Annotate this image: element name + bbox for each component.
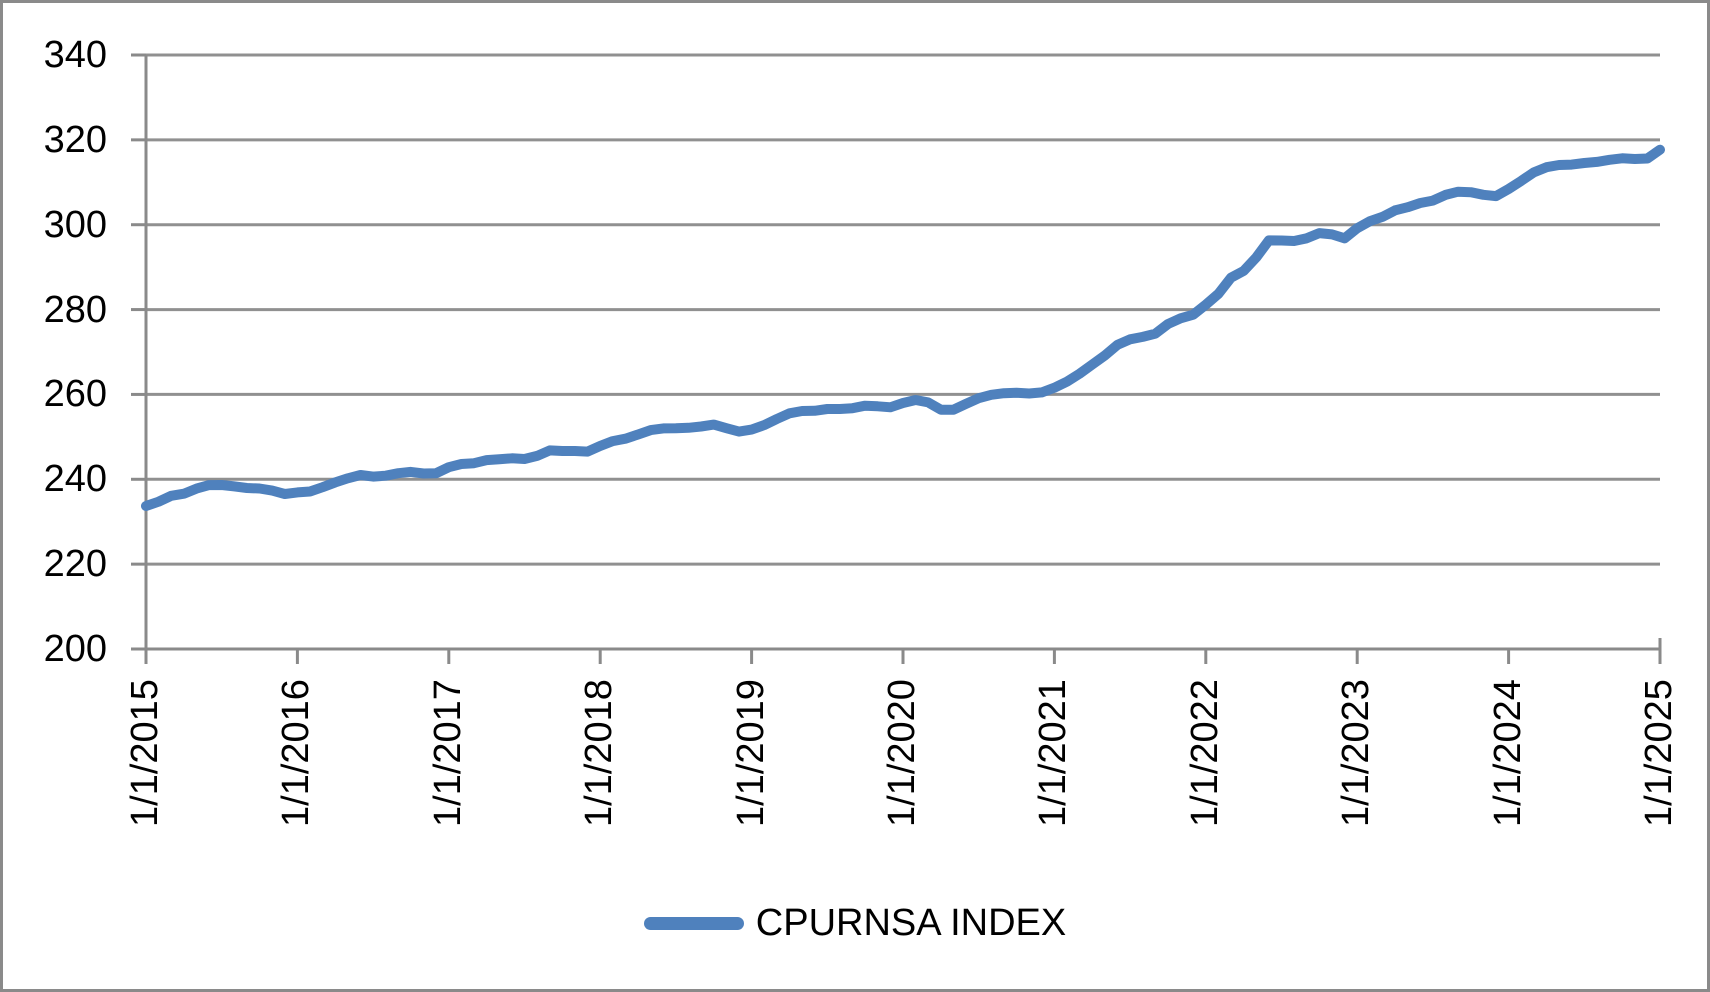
x-tick-label: 1/1/2017 (426, 679, 469, 827)
x-tick-label: 1/1/2022 (1183, 679, 1226, 827)
x-tick-label: 1/1/2020 (881, 679, 923, 827)
legend-label: CPURNSA INDEX (755, 902, 1067, 944)
y-tick-label: 200 (43, 628, 107, 670)
y-tick-label: 320 (43, 118, 107, 161)
y-tick-label: 280 (43, 288, 107, 331)
line-chart-plot[interactable] (131, 53, 1665, 664)
x-tick-label: 1/1/2024 (1486, 679, 1529, 827)
y-tick-label: 240 (43, 458, 107, 501)
y-tick-label: 260 (43, 373, 107, 416)
y-tick-label: 220 (43, 543, 107, 586)
x-tick-label: 1/1/2016 (275, 679, 318, 827)
y-tick-label: 340 (43, 34, 107, 76)
x-tick-label: 1/1/2015 (124, 679, 166, 827)
legend-line-swatch (643, 916, 744, 930)
x-tick-label: 1/1/2018 (578, 679, 621, 827)
y-tick-label: 300 (43, 203, 107, 246)
legend[interactable]: CPURNSA INDEX (3, 897, 1707, 949)
data-series-line (141, 144, 1665, 511)
x-tick-label: 1/1/2023 (1335, 679, 1378, 827)
x-tick-label: 1/1/2025 (1638, 679, 1680, 827)
x-tick-label: 1/1/2021 (1032, 679, 1075, 827)
x-tick-label: 1/1/2019 (729, 679, 772, 827)
